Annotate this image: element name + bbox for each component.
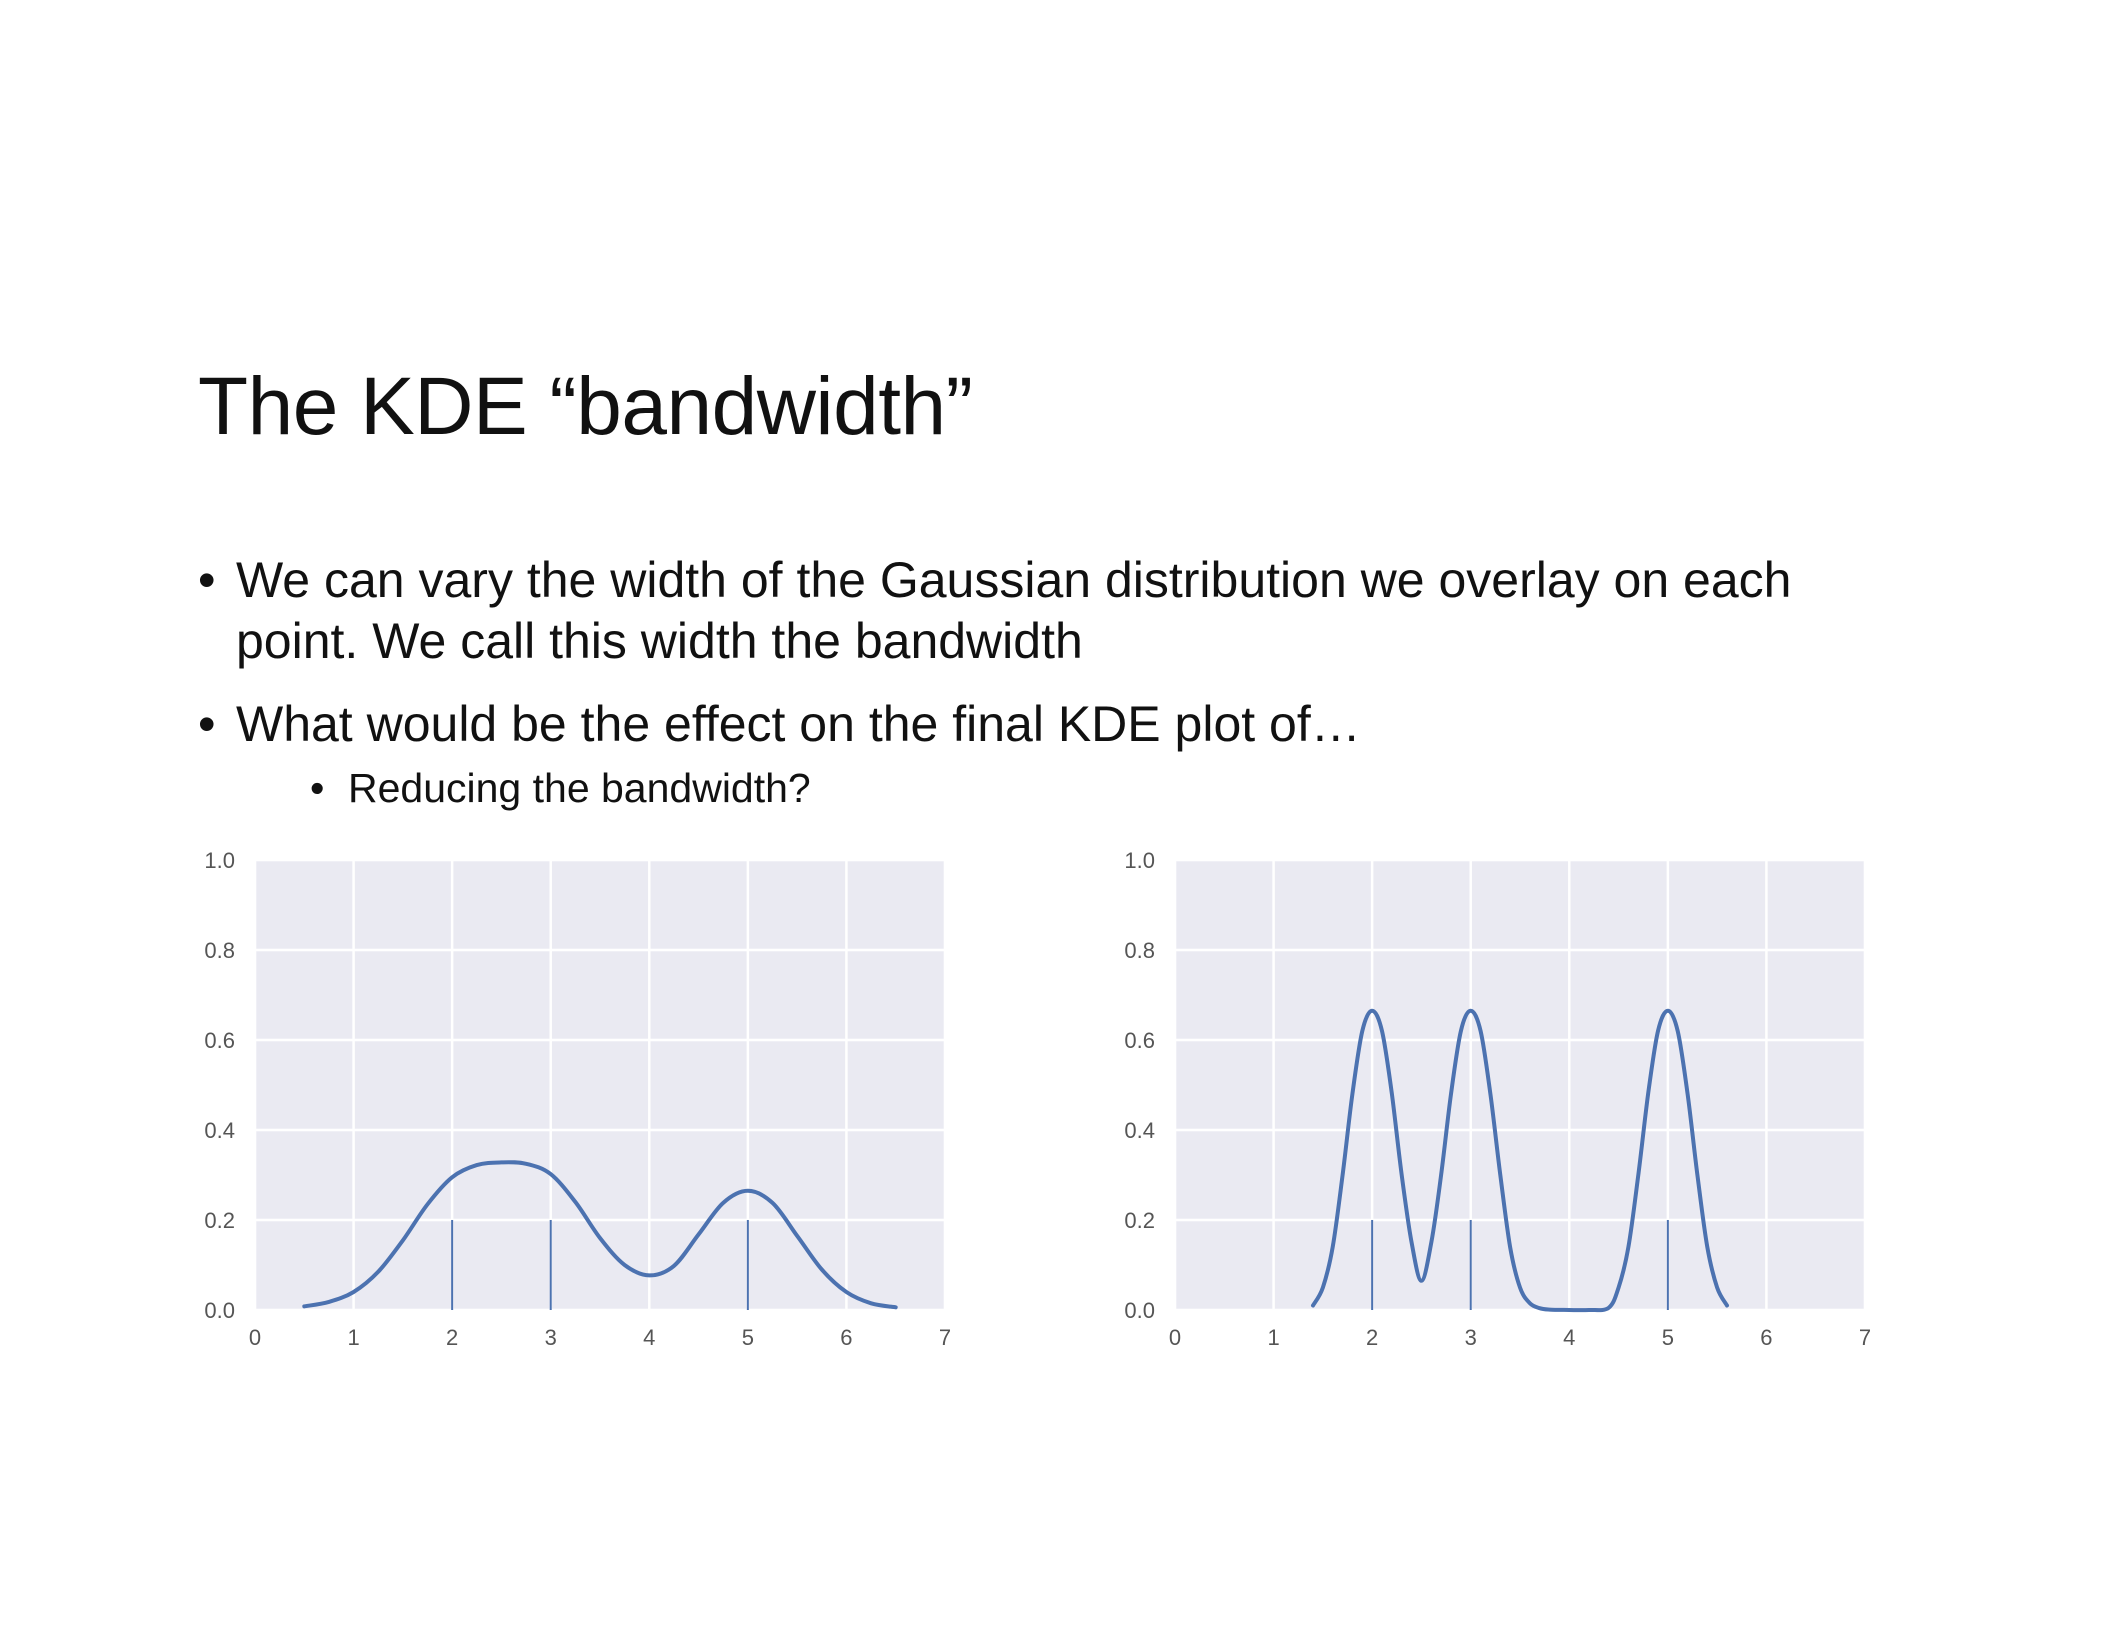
sub-bullet-list: Reducing the bandwidth? xyxy=(236,763,1898,813)
x-tick-label: 5 xyxy=(1662,1325,1674,1350)
x-tick-label: 2 xyxy=(446,1325,458,1350)
y-tick-label: 0.6 xyxy=(204,1028,235,1053)
x-tick-label: 1 xyxy=(347,1325,359,1350)
bullet-item: We can vary the width of the Gaussian di… xyxy=(198,550,1898,672)
x-tick-label: 0 xyxy=(1169,1325,1181,1350)
x-tick-label: 0 xyxy=(249,1325,261,1350)
x-tick-label: 3 xyxy=(1465,1325,1477,1350)
x-tick-label: 6 xyxy=(1760,1325,1772,1350)
sub-bullet-item: Reducing the bandwidth? xyxy=(310,763,1898,813)
x-tick-label: 4 xyxy=(1563,1325,1575,1350)
kde-curve xyxy=(302,1160,898,1310)
y-tick-label: 0.0 xyxy=(1124,1298,1155,1323)
kde-curve xyxy=(1311,1008,1729,1313)
x-tick-label: 4 xyxy=(643,1325,655,1350)
x-tick-label: 5 xyxy=(742,1325,754,1350)
kde-chart-narrow-bandwidth: 0 1 2 3 4 5 6 7 0.0 0.2 0.4 0.6 0.8 1.0 xyxy=(1124,848,1871,1350)
slide-title: The KDE “bandwidth” xyxy=(198,361,973,452)
y-tick-label: 0.8 xyxy=(204,938,235,963)
x-tick-label: 2 xyxy=(1366,1325,1378,1350)
bullet-text: What would be the effect on the final KD… xyxy=(236,696,1361,752)
kde-chart-wide-bandwidth: 0 1 2 3 4 5 6 7 0.0 0.2 0.4 0.6 0.8 1.0 xyxy=(204,848,951,1350)
y-tick-label: 0.4 xyxy=(1124,1118,1155,1143)
x-tick-label: 3 xyxy=(545,1325,557,1350)
plot-area xyxy=(1175,860,1865,1310)
y-tick-label: 1.0 xyxy=(1124,848,1155,873)
y-tick-label: 1.0 xyxy=(204,848,235,873)
bullet-list: We can vary the width of the Gaussian di… xyxy=(198,550,1898,835)
x-tick-label: 7 xyxy=(1859,1325,1871,1350)
x-tick-label: 7 xyxy=(939,1325,951,1350)
y-tick-label: 0.2 xyxy=(1124,1208,1155,1233)
y-tick-label: 0.0 xyxy=(204,1298,235,1323)
y-tick-label: 0.8 xyxy=(1124,938,1155,963)
plot-area xyxy=(255,860,945,1310)
y-tick-label: 0.4 xyxy=(204,1118,235,1143)
x-tick-label: 1 xyxy=(1267,1325,1279,1350)
bullet-item: What would be the effect on the final KD… xyxy=(198,694,1898,813)
bullet-text: We can vary the width of the Gaussian di… xyxy=(236,552,1792,669)
y-tick-label: 0.2 xyxy=(204,1208,235,1233)
sub-bullet-text: Reducing the bandwidth? xyxy=(348,765,811,811)
y-tick-label: 0.6 xyxy=(1124,1028,1155,1053)
x-tick-label: 6 xyxy=(840,1325,852,1350)
